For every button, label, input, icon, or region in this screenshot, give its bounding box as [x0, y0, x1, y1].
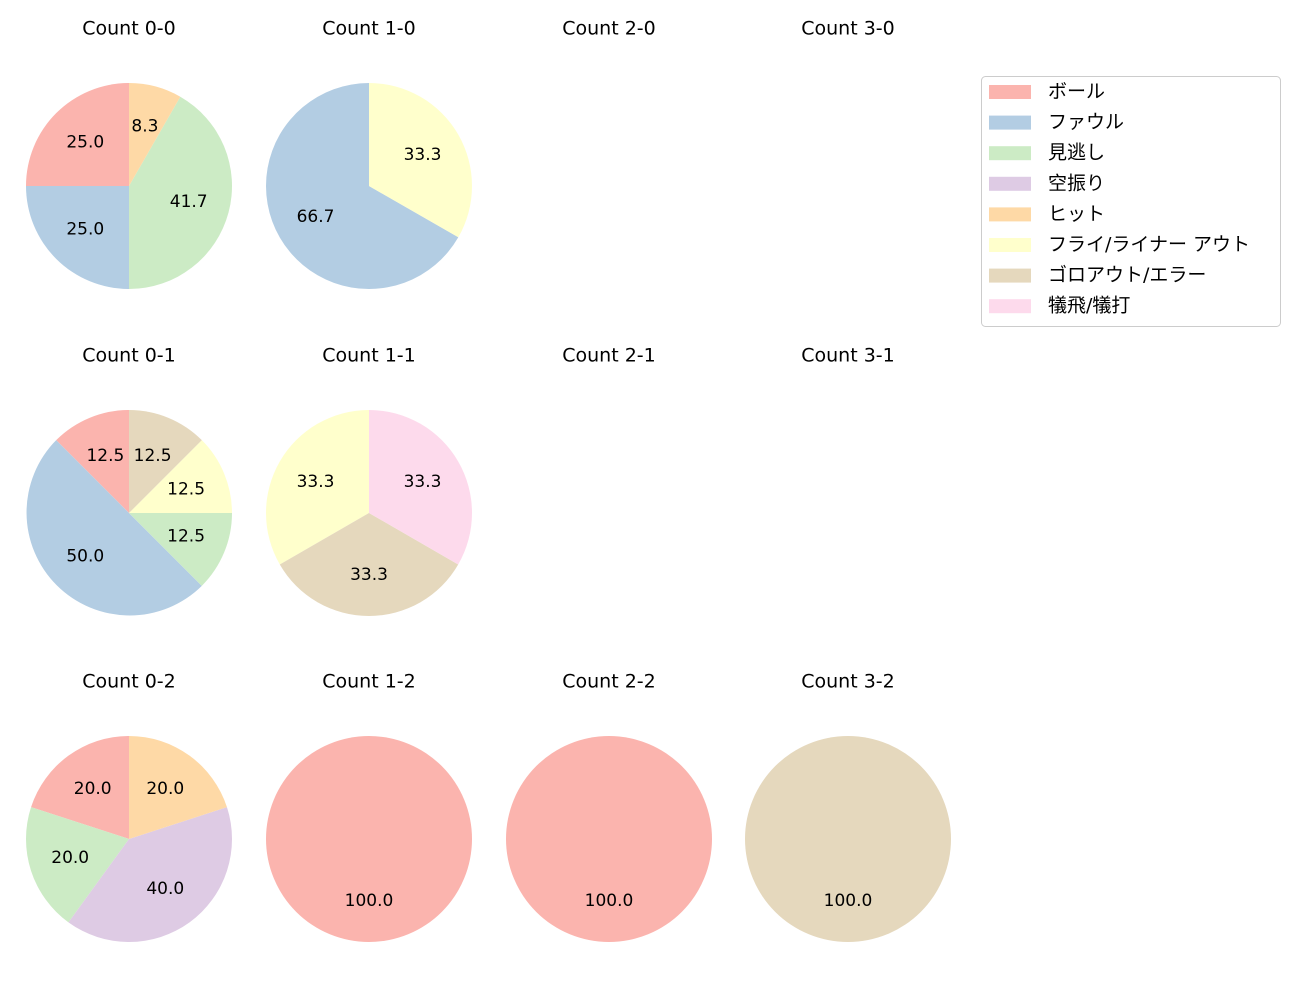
slice-value-label: 66.7: [297, 207, 335, 227]
legend-item: ボール: [989, 81, 1105, 103]
legend-item: 見逃し: [989, 142, 1105, 164]
slice-value-label: 12.5: [167, 527, 205, 547]
pie-slice-ボール: [506, 736, 712, 942]
legend-label: 犠飛/犠打: [1048, 295, 1130, 317]
pie-chart-count-1-1: Count 1-1 33.3 33.3 33.3: [266, 345, 472, 616]
pie-chart-count-2-1: Count 2-1: [562, 345, 656, 367]
slice-value-label: 20.0: [51, 848, 89, 868]
slice-value-label: 41.7: [170, 192, 208, 212]
pie-slice-見逃し: [25, 807, 129, 923]
slice-value-label: 100.0: [585, 891, 634, 911]
legend-label: ファウル: [1048, 111, 1124, 133]
pie-chart-count-2-0: Count 2-0: [562, 18, 656, 40]
pie-slice-ボール: [26, 83, 129, 186]
legend-swatch: [989, 176, 1031, 191]
pie-slice-見逃し: [129, 96, 232, 289]
pie-chart-count-3-0: Count 3-0: [801, 18, 895, 40]
legend-label: 空振り: [1048, 172, 1105, 194]
legend-item: ファウル: [989, 111, 1124, 133]
pie-slice-ゴロアウト-エラー: [129, 410, 202, 513]
slice-value-label: 33.3: [297, 472, 335, 492]
pie-slice-フライ-ライナー-アウト: [129, 440, 232, 513]
slice-value-label: 33.3: [350, 565, 388, 585]
legend-label: ボール: [1048, 81, 1105, 103]
pie-chart-count-0-1: Count 0-1 12.5 50.0 12.5 12.5 12.5: [26, 345, 232, 616]
pie-slice-犠飛-犠打: [369, 410, 472, 565]
slice-value-label: 12.5: [86, 446, 124, 466]
pie-chart-count-1-2: Count 1-2 100.0: [266, 671, 472, 942]
slice-value-label: 25.0: [66, 220, 104, 240]
slice-value-label: 8.3: [131, 116, 158, 136]
pie-chart-count-1-0: Count 1-0 66.7 33.3: [265, 18, 472, 289]
pie-chart-count-0-2: Count 0-2 20.0 20.0 40.0 20.0: [25, 671, 233, 943]
slice-value-label: 25.0: [66, 132, 104, 152]
chart-title: Count 1-2: [322, 671, 416, 693]
legend-swatch: [989, 299, 1031, 314]
chart-title: Count 3-2: [801, 671, 895, 693]
pie-slice-ファウル: [265, 83, 459, 289]
legend-item: フライ/ライナー アウト: [989, 234, 1250, 256]
legend-label: ゴロアウト/エラー: [1048, 264, 1206, 286]
chart-title: Count 2-2: [562, 671, 656, 693]
chart-title: Count 1-0: [322, 18, 416, 40]
chart-title: Count 1-1: [322, 345, 416, 367]
legend-item: ゴロアウト/エラー: [989, 264, 1206, 286]
slice-value-label: 100.0: [824, 891, 873, 911]
legend-item: ヒット: [989, 203, 1105, 225]
pie-slice-ファウル: [26, 186, 129, 289]
pie-slice-ボール: [31, 735, 129, 839]
pie-chart-count-2-2: Count 2-2 100.0: [506, 671, 712, 942]
slice-value-label: 33.3: [404, 472, 442, 492]
slice-value-label: 20.0: [146, 779, 184, 799]
pie-slice-ボール: [56, 410, 129, 513]
pie-slice-ゴロアウト-エラー: [745, 736, 951, 942]
pie-chart-count-3-1: Count 3-1: [801, 345, 895, 367]
pie-chart-count-3-2: Count 3-2 100.0: [745, 671, 951, 942]
pie-slice-ヒット: [129, 736, 227, 839]
legend-label: 見逃し: [1048, 142, 1105, 164]
slice-value-label: 33.3: [404, 145, 442, 165]
chart-title: Count 3-0: [801, 18, 895, 40]
legend-frame: [981, 76, 1281, 327]
chart-title: Count 0-2: [82, 671, 176, 693]
slice-value-label: 12.5: [134, 446, 172, 466]
chart-title: Count 3-1: [801, 345, 895, 367]
pie-slice-見逃し: [129, 513, 232, 586]
chart-title: Count 0-0: [82, 18, 176, 40]
legend-swatch: [989, 146, 1031, 161]
pie-slice-ファウル: [26, 440, 202, 616]
legend-swatch: [989, 268, 1031, 283]
legend-item: 犠飛/犠打: [989, 295, 1130, 317]
chart-title: Count 2-1: [562, 345, 656, 367]
chart-title: Count 0-1: [82, 345, 176, 367]
pie-slice-ボール: [266, 736, 472, 942]
legend-label: フライ/ライナー アウト: [1048, 234, 1250, 256]
slice-value-label: 40.0: [146, 879, 184, 899]
legend-swatch: [989, 85, 1031, 99]
legend-item: 空振り: [989, 172, 1105, 194]
slice-value-label: 12.5: [167, 479, 205, 499]
legend-label: ヒット: [1048, 203, 1105, 225]
slice-value-label: 50.0: [66, 547, 104, 567]
legend-swatch: [989, 207, 1031, 222]
pie-slice-フライ-ライナー-アウト: [266, 410, 369, 565]
slice-value-label: 20.0: [74, 779, 112, 799]
pie-slice-ヒット: [129, 83, 181, 186]
slice-value-label: 100.0: [345, 891, 394, 911]
pie-slice-ゴロアウト-エラー: [279, 513, 459, 616]
legend-swatch: [989, 238, 1031, 252]
legend-swatch: [989, 115, 1031, 130]
pie-slice-空振り: [68, 807, 233, 943]
pie-chart-count-0-0: Count 0-0 25.0 25.0 41.7 8.3: [26, 18, 232, 289]
chart-title: Count 2-0: [562, 18, 656, 40]
pie-slice-フライ-ライナー-アウト: [369, 83, 472, 238]
